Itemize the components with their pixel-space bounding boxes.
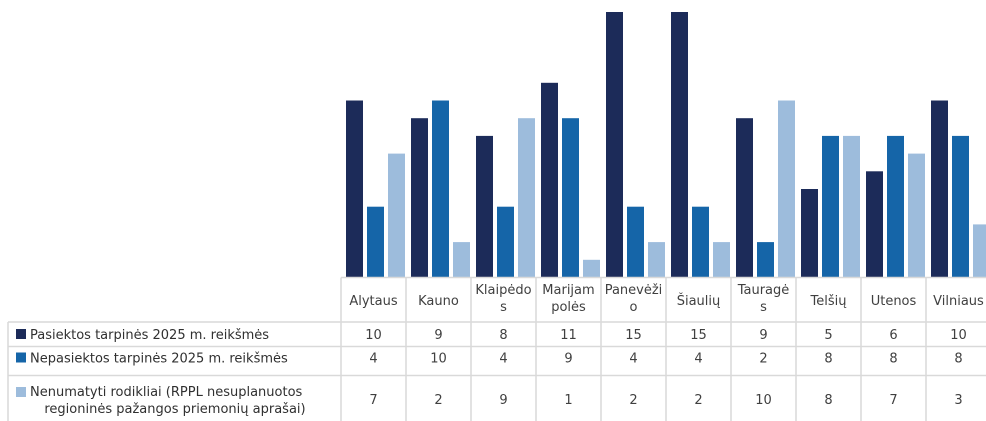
bar-s2-c5 — [713, 242, 730, 278]
table-value: 5 — [824, 328, 832, 343]
table-value: 8 — [824, 352, 832, 367]
table-value: 15 — [625, 328, 642, 343]
table-value: 8 — [824, 393, 832, 408]
bar-s1-c6 — [757, 242, 774, 278]
bar-s1-c4 — [627, 206, 644, 278]
bar-s0-c9 — [931, 100, 948, 278]
table-value: 8 — [499, 328, 507, 343]
bar-s2-c3 — [583, 259, 600, 278]
legend-label: Pasiektos tarpinės 2025 m. reikšmės — [30, 328, 269, 343]
table-value: 6 — [889, 328, 897, 343]
table-value: 10 — [755, 393, 772, 408]
table-value: 11 — [560, 328, 577, 343]
bar-s0-c1 — [411, 118, 428, 278]
bar-s2-c7 — [843, 135, 860, 278]
category-label: Utenos — [871, 294, 917, 309]
bar-s2-c8 — [908, 153, 925, 278]
bar-s0-c7 — [801, 189, 818, 278]
category-label: Kauno — [418, 294, 459, 309]
category-label: s — [500, 300, 507, 315]
bars-layer — [346, 12, 986, 278]
category-tick-labels: Alytaus Kauno Klaipėdo s Marijam polės Panevėž… — [349, 283, 984, 315]
legend-swatch — [16, 387, 26, 397]
legend-label: regioninės pažangos priemonių aprašai) — [44, 402, 305, 417]
category-label: Marijam — [542, 283, 594, 298]
bar-s2-c1 — [453, 242, 470, 278]
bar-s0-c3 — [541, 82, 558, 278]
category-label: o — [630, 300, 638, 315]
bar-s1-c2 — [497, 206, 514, 278]
table-value: 2 — [759, 352, 767, 367]
table-value: 9 — [564, 352, 572, 367]
table-value: 10 — [430, 352, 447, 367]
category-label: Tauragė — [737, 283, 790, 298]
table-grid — [7, 276, 986, 421]
bar-s0-c8 — [866, 171, 883, 278]
bar-s1-c0 — [367, 206, 384, 278]
bar-s2-c9 — [973, 224, 986, 278]
table-value: 7 — [369, 393, 377, 408]
legend-swatch — [16, 352, 26, 363]
bar-s1-c7 — [822, 135, 839, 278]
category-label: Alytaus — [349, 294, 398, 309]
category-label: polės — [551, 300, 586, 315]
table-value: 7 — [889, 393, 897, 408]
bar-s0-c6 — [736, 118, 753, 278]
table-value: 8 — [889, 352, 897, 367]
legend-rows: Pasiektos tarpinės 2025 m. reikšmės Nepas… — [16, 328, 306, 417]
bar-s2-c4 — [648, 242, 665, 278]
table-value: 9 — [759, 328, 767, 343]
table-value: 2 — [694, 393, 702, 408]
table-value: 10 — [950, 328, 967, 343]
category-label: Telšių — [810, 294, 847, 309]
bar-s1-c3 — [562, 118, 579, 278]
table-value: 4 — [369, 352, 377, 367]
bar-s1-c5 — [692, 206, 709, 278]
bar-s1-c9 — [952, 135, 969, 278]
table-value: 4 — [629, 352, 637, 367]
bar-s1-c8 — [887, 135, 904, 278]
table-value: 15 — [690, 328, 707, 343]
table-value: 1 — [564, 393, 572, 408]
table-value: 4 — [499, 352, 507, 367]
category-label: s — [760, 300, 767, 315]
table-values: 10 9 8 11 15 15 9 5 6 10 4 10 4 9 4 4 2 8 8 8 7 2 9 1 2 2 10 8 7 3 — [365, 328, 967, 408]
table-value: 8 — [954, 352, 962, 367]
category-label: Vilniaus — [933, 294, 984, 309]
table-value: 2 — [629, 393, 637, 408]
bar-s0-c5 — [671, 12, 688, 278]
table-value: 9 — [499, 393, 507, 408]
legend-label: Nepasiektos tarpinės 2025 m. reikšmės — [30, 352, 288, 367]
table-value: 3 — [954, 393, 962, 408]
category-label: Klaipėdo — [475, 283, 531, 298]
table-value: 2 — [434, 393, 442, 408]
legend-label: Nenumatyti rodikliai (RPPL nesuplanuotos — [30, 385, 303, 400]
table-value: 4 — [694, 352, 702, 367]
bar-s2-c6 — [778, 100, 795, 278]
table-value: 10 — [365, 328, 382, 343]
category-label: Panevėži — [605, 283, 663, 298]
bar-s0-c0 — [346, 100, 363, 278]
category-label: Šiaulių — [677, 293, 721, 309]
bar-s0-c4 — [606, 12, 623, 278]
bar-s0-c2 — [476, 135, 493, 278]
legend-swatch — [16, 329, 26, 339]
bar-s2-c2 — [518, 118, 535, 278]
table-value: 9 — [434, 328, 442, 343]
bar-s1-c1 — [432, 100, 449, 278]
bar-s2-c0 — [388, 153, 405, 278]
